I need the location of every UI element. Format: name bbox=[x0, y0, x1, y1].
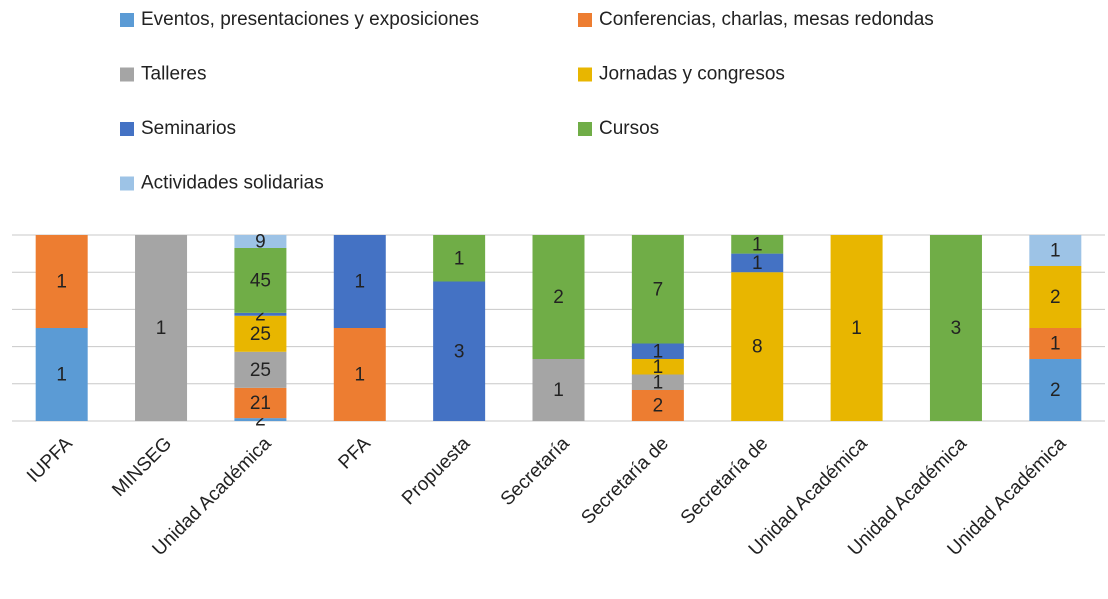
bar-segment bbox=[1029, 235, 1082, 266]
bar-segment bbox=[1029, 359, 1082, 421]
legend-swatch bbox=[120, 176, 134, 191]
data-label: 1 bbox=[1050, 334, 1061, 355]
data-label: 3 bbox=[454, 341, 465, 362]
bar-segment bbox=[234, 387, 287, 419]
legend-swatch bbox=[578, 67, 592, 82]
legend-label: Jornadas y congresos bbox=[599, 64, 785, 85]
legend-swatch bbox=[120, 122, 134, 136]
data-label: 1 bbox=[454, 248, 465, 269]
bar-segment bbox=[35, 235, 88, 328]
bar-segment bbox=[631, 235, 684, 344]
bar-segment bbox=[532, 235, 585, 359]
x-tick-label: Secretaría de bbox=[677, 433, 773, 529]
bar-segment bbox=[1029, 328, 1082, 359]
data-label: 2 bbox=[1050, 380, 1061, 401]
bar-segment bbox=[731, 235, 784, 254]
bar-segment bbox=[35, 328, 88, 421]
bar-segment bbox=[234, 418, 287, 421]
legend-label: Eventos, presentaciones y exposiciones bbox=[141, 9, 479, 30]
bar-segment bbox=[234, 312, 287, 316]
x-tick-label: Secretaría de bbox=[577, 433, 673, 529]
data-label: 1 bbox=[653, 372, 664, 393]
data-label: 1 bbox=[1050, 241, 1061, 262]
bar-segment bbox=[333, 235, 386, 328]
x-tick-label: MINSEG bbox=[108, 433, 176, 501]
data-label: 21 bbox=[250, 393, 271, 414]
data-label: 2 bbox=[255, 410, 266, 431]
bar-segment bbox=[433, 281, 486, 421]
bar-segment bbox=[631, 390, 684, 421]
x-tick-label: Secretaría bbox=[497, 433, 574, 510]
data-label: 1 bbox=[156, 318, 167, 339]
bar-segment bbox=[731, 253, 784, 273]
data-label: 1 bbox=[354, 365, 365, 386]
data-label: 1 bbox=[752, 234, 763, 255]
bar-segment bbox=[135, 235, 188, 421]
bar-segment bbox=[731, 272, 784, 421]
bar-segment bbox=[234, 351, 287, 388]
data-label: 25 bbox=[250, 324, 271, 345]
data-label: 9 bbox=[255, 232, 266, 253]
data-label: 3 bbox=[951, 318, 962, 339]
bar-segment bbox=[532, 359, 585, 421]
legend-label: Cursos bbox=[599, 118, 659, 139]
x-tick-label: IUPFA bbox=[23, 433, 77, 487]
bar-segment bbox=[234, 247, 287, 313]
data-label: 2 bbox=[255, 304, 266, 325]
legend-swatch bbox=[578, 122, 592, 136]
bar-segment bbox=[234, 235, 287, 248]
data-label: 1 bbox=[653, 357, 664, 378]
legend-label: Seminarios bbox=[141, 118, 236, 139]
bar-segment bbox=[333, 328, 386, 421]
legend-label: Conferencias, charlas, mesas redondas bbox=[599, 9, 934, 30]
x-tick-label: PFA bbox=[335, 433, 375, 473]
data-label: 1 bbox=[56, 272, 67, 293]
data-label: 45 bbox=[250, 270, 271, 291]
bar-segment bbox=[631, 359, 684, 375]
data-label: 2 bbox=[553, 287, 564, 308]
legend-swatch bbox=[120, 13, 134, 27]
bar-segment bbox=[631, 343, 684, 359]
data-label: 2 bbox=[1050, 287, 1061, 308]
data-label: 25 bbox=[250, 360, 271, 381]
data-label: 7 bbox=[653, 279, 664, 300]
bar-segment bbox=[830, 235, 883, 421]
data-label: 1 bbox=[752, 253, 763, 274]
bar-segment bbox=[234, 315, 287, 352]
bar-segment bbox=[433, 235, 486, 282]
legend-label: Actividades solidarias bbox=[141, 173, 324, 194]
legend-swatch bbox=[120, 67, 134, 82]
data-label: 1 bbox=[56, 365, 67, 386]
legend-swatch bbox=[578, 13, 592, 27]
data-label: 1 bbox=[553, 380, 564, 401]
data-label: 8 bbox=[752, 337, 763, 358]
data-label: 2 bbox=[653, 396, 664, 417]
bar-segment bbox=[929, 235, 982, 421]
bar-segment bbox=[631, 374, 684, 390]
x-tick-label: Propuesta bbox=[398, 433, 474, 509]
legend-label: Talleres bbox=[141, 64, 206, 85]
data-label: 1 bbox=[653, 341, 664, 362]
data-label: 1 bbox=[851, 318, 862, 339]
data-label: 1 bbox=[354, 272, 365, 293]
bar-segment bbox=[1029, 266, 1082, 328]
